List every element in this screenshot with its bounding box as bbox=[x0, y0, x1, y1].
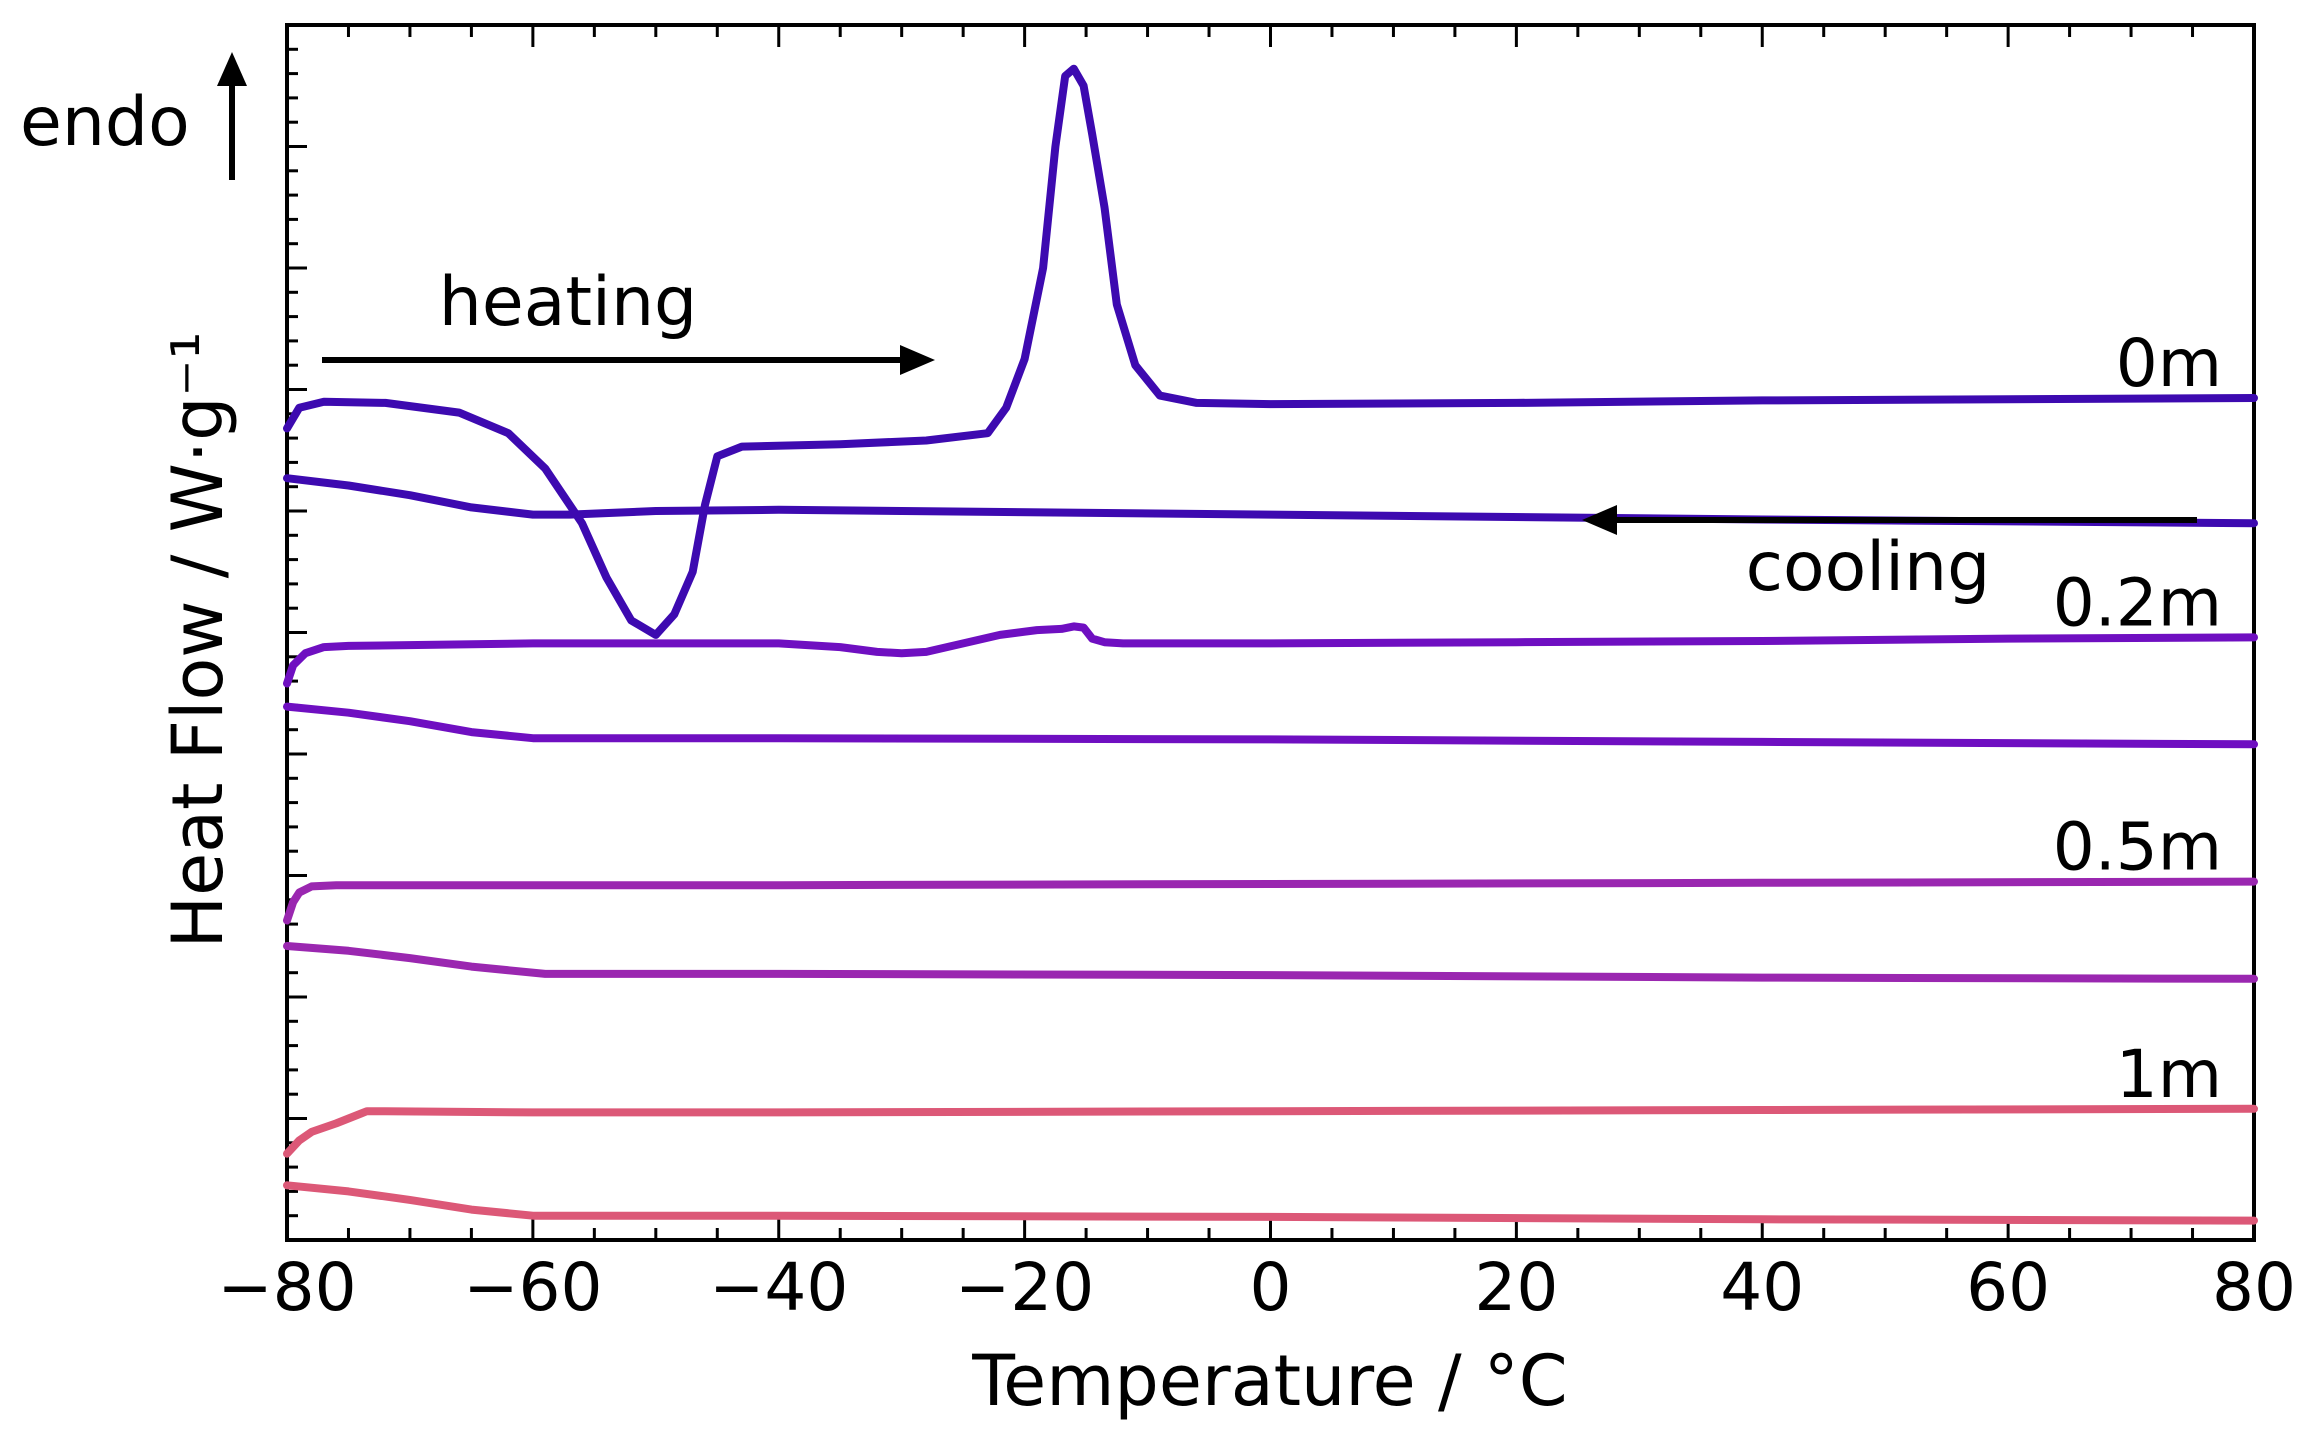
series-labels: 0m 0.2m 0.5m 1m bbox=[2053, 325, 2222, 1113]
x-tick-label: 40 bbox=[1720, 1249, 1804, 1326]
series-line-0-2m-cooling bbox=[283, 702, 2258, 749]
series-line-0m-heating bbox=[283, 64, 2258, 639]
series-line-1m-heating bbox=[283, 1104, 2258, 1158]
y-axis-title: Heat Flow / W·g⁻¹ bbox=[157, 331, 239, 948]
endo-label: endo bbox=[20, 83, 190, 162]
series-line-0m-cooling bbox=[283, 474, 2258, 528]
series-layer bbox=[283, 64, 2258, 1225]
x-tick-label: 60 bbox=[1966, 1249, 2050, 1326]
series-line-0-2m-heating bbox=[283, 622, 2258, 688]
x-tick-label: 0 bbox=[1250, 1249, 1292, 1326]
x-tick-label: 20 bbox=[1474, 1249, 1558, 1326]
x-tick-label: −60 bbox=[463, 1249, 602, 1326]
cooling-arrowhead-icon bbox=[1582, 505, 1617, 535]
x-tick-label: −80 bbox=[217, 1249, 356, 1326]
x-tick-label: −40 bbox=[709, 1249, 848, 1326]
x-tick-label: 80 bbox=[2212, 1249, 2296, 1326]
heating-label: heating bbox=[439, 263, 697, 342]
x-tick-labels: −80 −60 −40 −20 0 20 40 60 80 bbox=[217, 1249, 2296, 1326]
endo-arrowhead-icon bbox=[217, 52, 247, 86]
x-axis-title: Temperature / °C bbox=[971, 1340, 1567, 1422]
series-label-0m: 0m bbox=[2116, 325, 2222, 402]
series-line-1m-cooling bbox=[283, 1181, 2258, 1225]
x-tick-label: −20 bbox=[955, 1249, 1094, 1326]
series-line-0-5m-cooling bbox=[283, 942, 2258, 983]
heating-arrowhead-icon bbox=[900, 345, 935, 375]
series-line-0-5m-heating bbox=[283, 877, 2258, 925]
series-label-1m: 1m bbox=[2116, 1036, 2222, 1113]
cooling-label: cooling bbox=[1746, 528, 1991, 607]
axis-ticks bbox=[285, 23, 2256, 1242]
series-label-0-5m: 0.5m bbox=[2053, 809, 2222, 886]
series-label-0-2m: 0.2m bbox=[2053, 564, 2222, 641]
plot-frame bbox=[285, 23, 2256, 1242]
